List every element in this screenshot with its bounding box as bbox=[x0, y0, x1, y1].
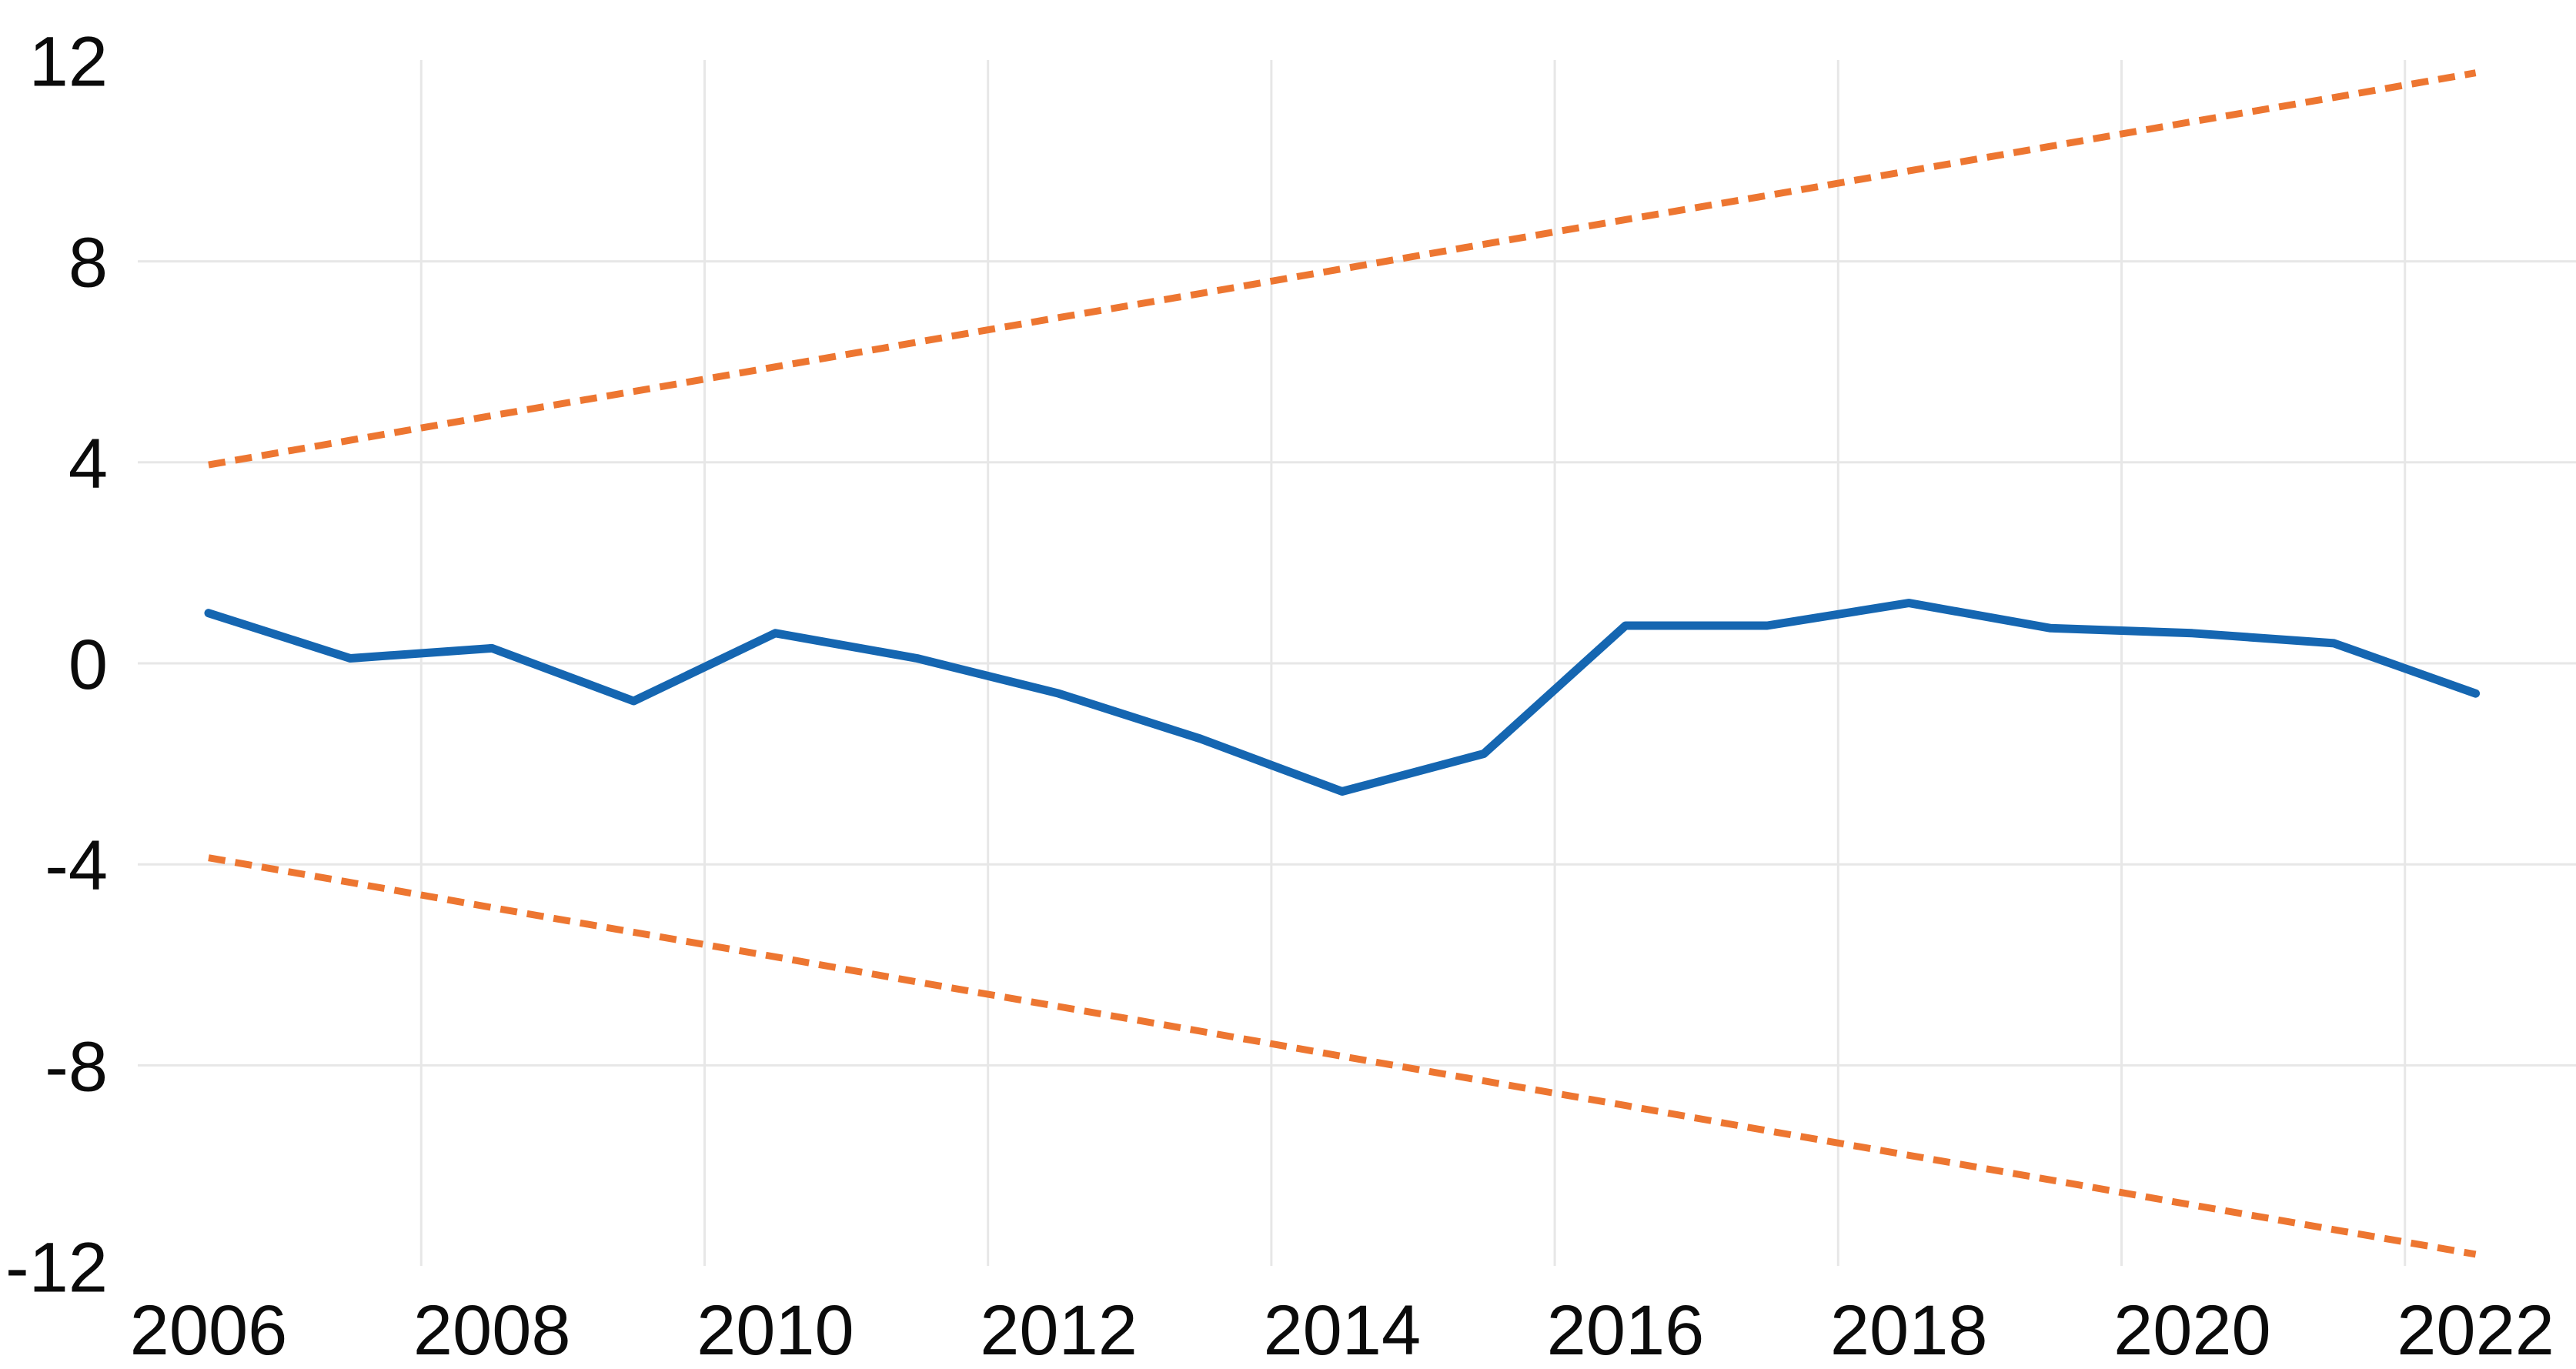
x-tick-label: 2020 bbox=[2113, 1291, 2271, 1369]
x-tick-label: 2012 bbox=[980, 1291, 1138, 1369]
y-tick-label: -12 bbox=[5, 1229, 108, 1307]
x-tick-label: 2010 bbox=[697, 1291, 854, 1369]
series-line-actual bbox=[204, 599, 2481, 796]
x-tick-label: 2006 bbox=[130, 1291, 288, 1369]
x-tick-label: 2018 bbox=[1830, 1291, 1988, 1369]
series-lines bbox=[204, 69, 2481, 1258]
y-tick-label: 4 bbox=[68, 425, 108, 503]
gridlines bbox=[138, 60, 2576, 1266]
series-line-upper-bound bbox=[208, 69, 2477, 469]
y-tick-label: -8 bbox=[45, 1027, 108, 1106]
y-tick-label: 8 bbox=[68, 224, 108, 302]
y-tick-label: 12 bbox=[29, 22, 108, 101]
x-tick-label: 2008 bbox=[413, 1291, 571, 1369]
y-tick-label: 0 bbox=[68, 626, 108, 704]
x-tick-label: 2014 bbox=[1263, 1291, 1421, 1369]
x-tick-label: 2016 bbox=[1547, 1291, 1705, 1369]
x-tick-label: 2022 bbox=[2397, 1291, 2554, 1369]
axis-labels: 12 8 4 0 -4 -8 -12 2006 2008 2010 2012 2014 2016 2018… bbox=[5, 22, 2554, 1369]
y-tick-label: -4 bbox=[45, 826, 108, 905]
series-line-lower-bound bbox=[208, 854, 2477, 1258]
